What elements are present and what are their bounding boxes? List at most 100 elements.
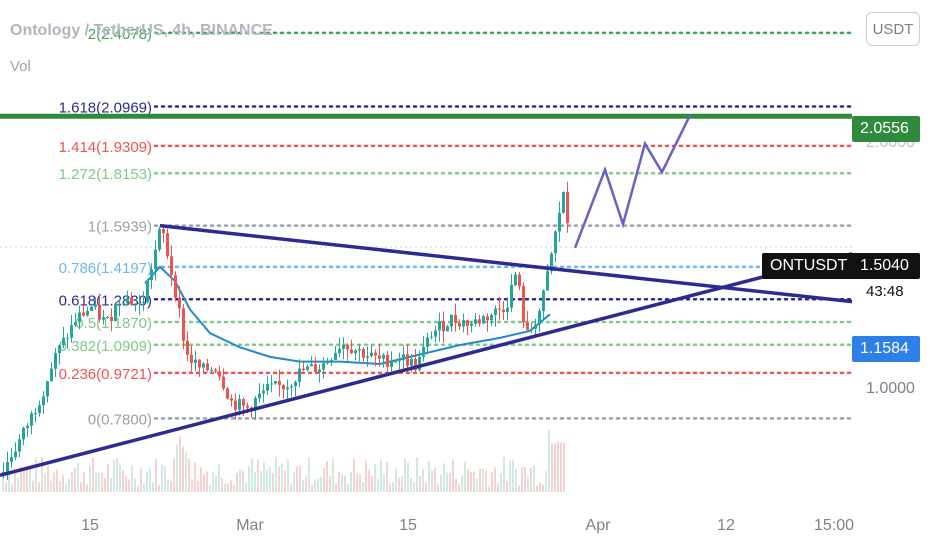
volume-bar <box>167 479 169 492</box>
candle-body <box>54 353 57 369</box>
candle-body <box>90 306 93 312</box>
volume-bar <box>446 472 448 492</box>
candle-body <box>190 354 193 363</box>
volume-bar <box>110 477 112 492</box>
volume-bar <box>173 458 175 492</box>
volume-bar <box>149 468 151 492</box>
candle-body <box>334 352 337 360</box>
candle-body <box>230 398 233 401</box>
volume-bar <box>356 473 358 492</box>
volume-bar <box>557 441 559 492</box>
currency-button[interactable]: USDT <box>866 12 920 46</box>
volume-bar <box>386 461 388 492</box>
volume-bar <box>17 477 19 492</box>
candle-body <box>462 320 465 327</box>
volume-bar <box>488 485 490 492</box>
candle-body <box>418 356 421 371</box>
volume-bar <box>437 483 439 492</box>
volume-bar <box>47 465 49 492</box>
volume-bar <box>26 465 28 492</box>
volume-bar <box>125 476 127 492</box>
volume-bar <box>2 471 4 492</box>
candle-body <box>126 297 129 304</box>
candle-body <box>138 302 141 304</box>
volume-bar <box>371 475 373 492</box>
x-tick-label-1: Mar <box>236 517 264 534</box>
candle-body <box>338 348 341 353</box>
candle-body <box>510 284 513 308</box>
candle-body <box>426 337 429 347</box>
volume-bar <box>53 472 55 492</box>
volume-bar <box>551 443 553 492</box>
volume-bar <box>326 461 328 492</box>
volume-bar <box>263 462 265 492</box>
candle-body <box>254 398 257 411</box>
support-price-tag: 1.1584 <box>852 336 920 362</box>
volume-bar <box>188 459 190 492</box>
candle-body <box>458 322 461 327</box>
volume-bar <box>215 475 217 492</box>
candle-body <box>434 330 437 337</box>
candle-body <box>494 308 497 316</box>
candle-body <box>178 297 181 309</box>
volume-bar <box>389 483 391 492</box>
volume-bar <box>380 459 382 492</box>
volume-bar <box>530 468 532 492</box>
volume-bar <box>335 483 337 492</box>
candle-body <box>286 387 289 390</box>
candle-body <box>546 271 549 291</box>
candle-body <box>514 274 517 285</box>
volume-bar <box>179 435 181 492</box>
volume-bar <box>311 484 313 492</box>
volume-bar <box>185 452 187 492</box>
candle-body <box>330 359 333 362</box>
x-tick-label-3: Apr <box>586 517 612 534</box>
volume-bar <box>479 468 481 492</box>
candle-body <box>66 337 69 339</box>
volume-bar <box>137 485 139 492</box>
volume-bar <box>164 466 166 492</box>
candle-body <box>222 376 225 389</box>
candle-body <box>554 231 557 254</box>
volume-bar <box>5 482 7 492</box>
candle-body <box>518 274 521 287</box>
candle-body <box>118 303 121 305</box>
candle-body <box>206 363 209 370</box>
candle-body <box>162 229 165 234</box>
candle-body <box>30 413 33 426</box>
volume-bar <box>71 471 73 492</box>
volume-bar <box>86 484 88 492</box>
volume-bar <box>191 479 193 492</box>
volume-bar <box>329 475 331 492</box>
candle-body <box>74 322 77 326</box>
volume-bar <box>275 456 277 492</box>
volume-bar <box>473 471 475 492</box>
candle-body <box>214 369 217 372</box>
candle-body <box>122 303 125 305</box>
candle-body <box>306 366 309 371</box>
candle-body <box>262 390 265 394</box>
candle-body <box>414 358 417 371</box>
volume-bar <box>236 472 238 492</box>
candle-body <box>538 310 541 325</box>
volume-bar <box>470 472 472 492</box>
volume-bar <box>440 474 442 492</box>
volume-bar <box>209 485 211 492</box>
candle-body <box>114 304 117 322</box>
volume-bar <box>542 484 544 492</box>
volume-bar <box>497 483 499 492</box>
candle-body <box>506 307 509 313</box>
volume-bar <box>404 458 406 492</box>
volume-bar <box>554 443 556 492</box>
candle-body <box>94 304 97 307</box>
volume-bar <box>419 475 421 492</box>
volume-bar <box>146 472 148 492</box>
candle-body <box>198 359 201 368</box>
fib-label-9: 0.236(0.9721) <box>59 366 152 383</box>
candle-body <box>498 308 501 310</box>
volume-bar <box>104 478 106 492</box>
candle-body <box>318 369 321 372</box>
volume-bar <box>323 468 325 492</box>
volume-bar <box>368 469 370 492</box>
